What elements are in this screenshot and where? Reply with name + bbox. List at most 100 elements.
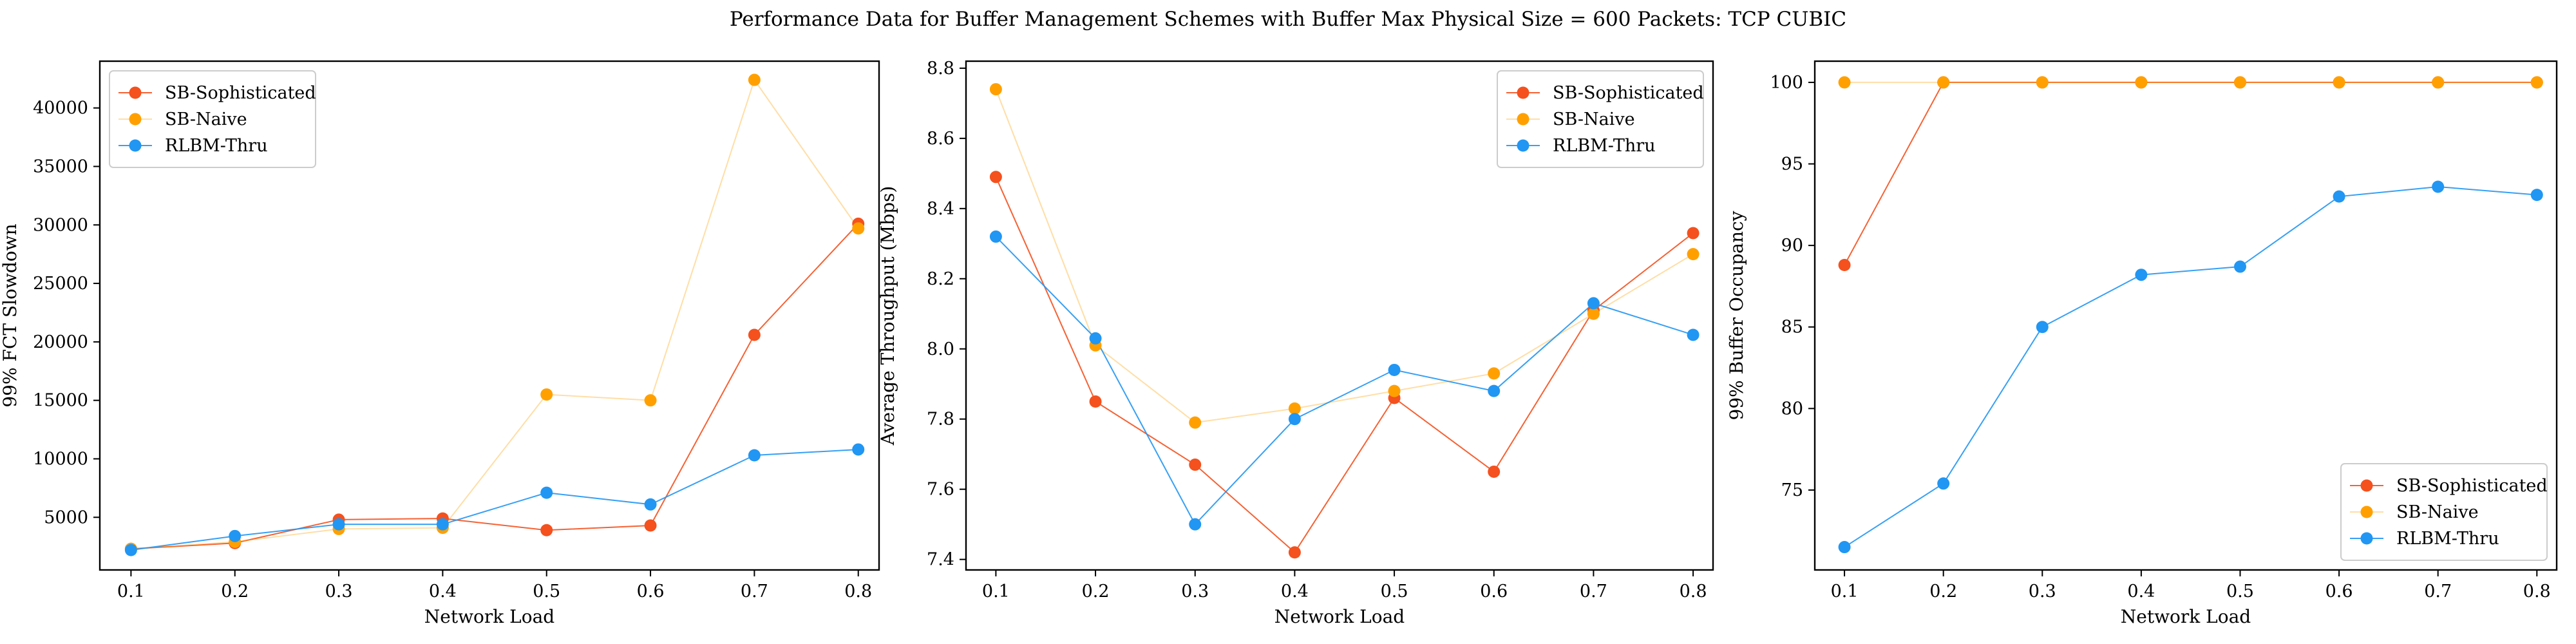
x-tick-label: 0.2 xyxy=(1929,582,1957,601)
x-tick-label: 0.8 xyxy=(1680,582,1707,601)
y-axis-label: 99% Buffer Occupancy xyxy=(1726,211,1747,420)
legend-marker xyxy=(129,113,142,126)
series-line-rlbm-thru xyxy=(1844,185,2537,548)
data-point-sb-naive xyxy=(1838,76,1851,89)
y-tick-label: 80 xyxy=(1781,399,1803,419)
data-point-sb-naive xyxy=(2135,76,2148,89)
y-tick-label: 15000 xyxy=(33,391,88,411)
series-line-rlbm-thru xyxy=(995,236,1694,526)
legend-marker xyxy=(2360,506,2373,518)
plot-frame xyxy=(965,60,1714,571)
series-line-sb-naive xyxy=(995,89,1694,424)
data-point-rlbm-thru xyxy=(1089,332,1102,345)
data-point-rlbm-thru xyxy=(2036,321,2049,334)
x-tick-label: 0.8 xyxy=(844,582,872,601)
y-tick-label: 20000 xyxy=(33,332,88,352)
legend-label: SB-Sophisticated xyxy=(2396,476,2548,496)
legend-label: RLBM-Thru xyxy=(1553,136,1656,156)
x-tick-label: 0.7 xyxy=(1580,582,1607,601)
chart-panel-3: 0.1 0.2 0.3 0.4 0.5 0.6 0.7 0.8 75 80 85 90 95 100 Net… xyxy=(1726,60,2558,627)
x-tick-label: 0.6 xyxy=(1480,582,1508,601)
legend-label: SB-Sophisticated xyxy=(1553,83,1704,103)
chart-panel-2: 0.1 0.2 0.3 0.4 0.5 0.6 0.7 0.8 7.4 7.6 7.8 8.0 8.2 8… xyxy=(877,59,1714,627)
y-tick-label: 25000 xyxy=(33,274,88,294)
y-tick-label: 8.0 xyxy=(927,339,954,359)
legend-label: SB-Naive xyxy=(1553,109,1635,129)
data-point-rlbm-thru xyxy=(436,518,449,531)
x-tick-label: 0.3 xyxy=(2029,582,2056,601)
y-axis-label: 99% FCT Slowdown xyxy=(0,223,21,407)
data-point-rlbm-thru xyxy=(2432,180,2445,193)
legend-label: RLBM-Thru xyxy=(165,136,268,156)
data-point-rlbm-thru xyxy=(332,518,345,531)
data-point-sb-sophisticated xyxy=(1189,459,1202,471)
data-point-sb-naive xyxy=(540,388,553,401)
data-point-sb-sophisticated xyxy=(1488,465,1501,478)
data-point-sb-naive xyxy=(2530,76,2543,89)
x-tick-label: 0.6 xyxy=(2325,582,2353,601)
x-axis-label: Network Load xyxy=(1274,606,1405,627)
data-point-rlbm-thru xyxy=(2135,269,2148,281)
series-line-sb-sophisticated xyxy=(1844,81,2537,265)
y-tick-label: 30000 xyxy=(33,215,88,235)
data-point-rlbm-thru xyxy=(1937,477,1950,490)
data-point-rlbm-thru xyxy=(1388,363,1401,376)
y-tick-label: 8.6 xyxy=(927,129,954,149)
y-tick-label: 35000 xyxy=(33,156,88,176)
legend-marker xyxy=(1517,139,1530,152)
data-point-sb-sophisticated xyxy=(1687,227,1700,240)
data-point-rlbm-thru xyxy=(2333,190,2345,203)
plot-frame xyxy=(99,60,880,571)
legend: SB-Sophisticated SB-Naive RLBM-Thru xyxy=(2340,463,2548,561)
data-point-rlbm-thru xyxy=(1587,297,1600,310)
x-tick-label: 0.5 xyxy=(533,582,560,601)
x-tick-label: 0.6 xyxy=(637,582,665,601)
data-point-sb-naive xyxy=(1687,248,1700,261)
data-point-rlbm-thru xyxy=(1189,518,1202,531)
data-point-sb-sophisticated xyxy=(748,328,761,341)
y-tick-label: 8.4 xyxy=(927,199,954,219)
legend-marker xyxy=(1517,113,1530,126)
data-point-rlbm-thru xyxy=(989,230,1002,243)
data-point-sb-naive xyxy=(2432,76,2445,89)
legend-label: RLBM-Thru xyxy=(2396,529,2499,549)
legend: SB-Sophisticated SB-Naive RLBM-Thru xyxy=(1497,70,1704,168)
x-tick-label: 0.1 xyxy=(982,582,1010,601)
data-point-rlbm-thru xyxy=(2530,189,2543,202)
y-tick-label: 7.8 xyxy=(927,410,954,430)
series-line-sb-sophisticated xyxy=(995,176,1694,554)
y-tick-label: 95 xyxy=(1781,155,1803,175)
y-tick-label: 40000 xyxy=(33,99,88,118)
data-point-sb-sophisticated xyxy=(1089,395,1102,408)
legend: SB-Sophisticated SB-Naive RLBM-Thru xyxy=(109,70,316,168)
series-line-sb-naive xyxy=(131,78,859,550)
data-point-sb-naive xyxy=(644,394,657,407)
series-line-rlbm-thru xyxy=(131,448,858,551)
data-point-rlbm-thru xyxy=(1288,413,1301,426)
data-point-sb-sophisticated xyxy=(644,519,657,532)
chart-panel-1: 0.1 0.2 0.3 0.4 0.5 0.6 0.7 0.8 5000 10000 15000 20… xyxy=(0,60,880,627)
data-point-sb-naive xyxy=(1189,416,1202,429)
series-line-sb-sophisticated xyxy=(131,223,859,550)
plot-frame xyxy=(1814,60,2558,571)
x-tick-label: 0.1 xyxy=(1831,582,1859,601)
x-tick-label: 0.5 xyxy=(2226,582,2254,601)
data-point-rlbm-thru xyxy=(124,544,137,556)
y-tick-label: 8.8 xyxy=(927,59,954,79)
x-tick-label: 0.8 xyxy=(2523,582,2551,601)
data-point-rlbm-thru xyxy=(229,529,242,542)
x-tick-label: 0.5 xyxy=(1381,582,1408,601)
y-tick-label: 100 xyxy=(1770,73,1803,93)
legend-marker xyxy=(129,86,142,99)
data-point-sb-naive xyxy=(989,83,1002,96)
figure-title: Performance Data for Buffer Management S… xyxy=(729,8,1847,31)
x-axis-label: Network Load xyxy=(2121,606,2251,627)
y-tick-label: 7.4 xyxy=(927,550,954,570)
data-point-sb-naive xyxy=(852,222,865,235)
data-point-rlbm-thru xyxy=(2233,260,2246,273)
data-point-rlbm-thru xyxy=(1687,328,1700,341)
data-point-sb-naive xyxy=(1388,384,1401,397)
data-point-sb-naive xyxy=(2233,76,2246,89)
legend-label: SB-Sophisticated xyxy=(165,83,316,103)
